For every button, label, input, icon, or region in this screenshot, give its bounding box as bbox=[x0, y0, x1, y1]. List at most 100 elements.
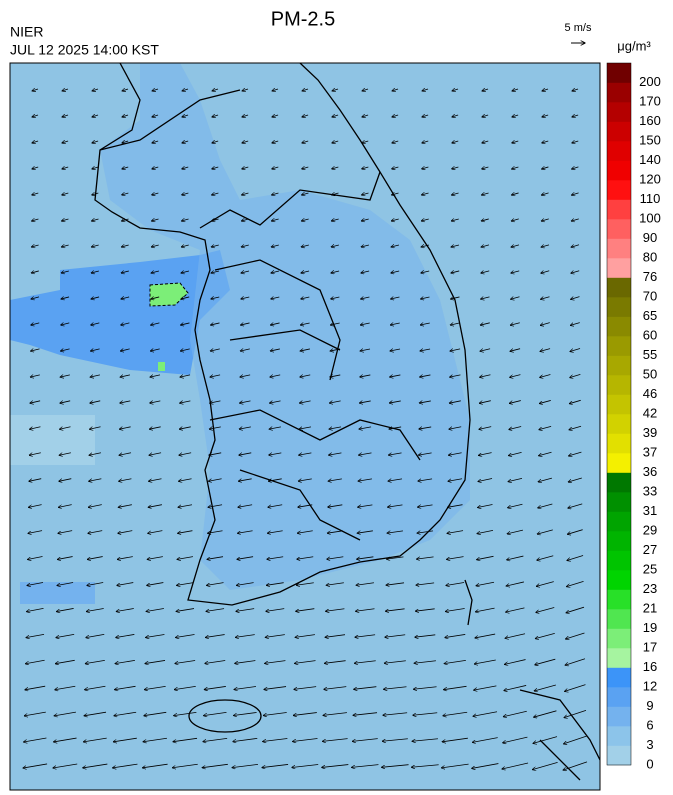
wind-arrow bbox=[452, 115, 459, 117]
wind-arrow bbox=[482, 167, 489, 169]
wind-arrow bbox=[239, 452, 252, 455]
colorbar-label: 110 bbox=[640, 191, 661, 206]
wind-arrow bbox=[480, 323, 490, 325]
colorbar-cell bbox=[607, 589, 631, 610]
wind-arrow bbox=[474, 659, 496, 664]
wind-arrow bbox=[121, 245, 129, 247]
wind-arrow bbox=[177, 556, 193, 560]
wind-arrow bbox=[28, 504, 42, 508]
wind-arrow bbox=[113, 737, 137, 742]
wind-arrow bbox=[566, 606, 585, 613]
wind-arrow bbox=[31, 245, 39, 247]
wind-arrow bbox=[509, 426, 522, 429]
wind-arrow bbox=[448, 478, 463, 482]
wind-arrow bbox=[384, 660, 406, 663]
wind-arrow bbox=[326, 582, 344, 585]
wind-arrow bbox=[182, 115, 189, 117]
wind-arrow bbox=[92, 141, 99, 143]
wind-arrow bbox=[386, 582, 405, 585]
wind-arrow bbox=[144, 711, 167, 715]
wind-arrow bbox=[25, 659, 45, 663]
wind-arrow bbox=[391, 297, 400, 299]
wind-arrow bbox=[481, 271, 490, 273]
wind-arrow bbox=[302, 115, 309, 117]
wind-arrow bbox=[445, 634, 466, 637]
colorbar-cell bbox=[607, 297, 631, 317]
colorbar-label: 16 bbox=[643, 659, 657, 674]
wind-arrow bbox=[149, 426, 161, 429]
wind-arrow bbox=[62, 193, 69, 195]
wind-arrow bbox=[270, 323, 280, 325]
wind-arrow bbox=[181, 323, 190, 325]
wind-arrow bbox=[421, 297, 430, 299]
wind-arrow bbox=[89, 452, 102, 455]
wind-arrow bbox=[90, 349, 100, 351]
wind-arrow bbox=[414, 660, 436, 663]
wind-arrow bbox=[116, 634, 135, 637]
colorbar-cell bbox=[607, 219, 631, 239]
wind-arrow bbox=[422, 167, 429, 169]
colorbar-cell bbox=[607, 394, 631, 415]
wind-arrow bbox=[472, 763, 499, 769]
wind-arrow bbox=[538, 503, 553, 508]
wind-arrow bbox=[272, 167, 279, 169]
colorbar-cell bbox=[607, 687, 631, 707]
wind-arrow bbox=[268, 478, 282, 481]
wind-arrow bbox=[182, 89, 189, 91]
wind-arrow bbox=[292, 764, 319, 767]
wind-arrow bbox=[353, 712, 378, 716]
wind-arrow bbox=[32, 141, 39, 143]
colorbar-label: 9 bbox=[646, 698, 653, 713]
wind-arrow bbox=[361, 193, 369, 195]
colorbar-label: 100 bbox=[639, 210, 661, 225]
wind-arrow bbox=[416, 556, 434, 559]
wind-arrow bbox=[441, 763, 469, 768]
wind-arrow bbox=[178, 530, 193, 534]
wind-arrow bbox=[512, 167, 519, 169]
wind-arrow bbox=[481, 245, 490, 247]
wind-arrow bbox=[265, 634, 285, 638]
wind-arrow bbox=[89, 426, 101, 429]
wind-arrow bbox=[331, 297, 340, 299]
wind-arrow bbox=[204, 712, 227, 715]
wind-arrow bbox=[391, 245, 400, 247]
wind-arrow bbox=[384, 686, 407, 689]
wind-arrow bbox=[569, 399, 581, 403]
wind-arrow bbox=[117, 582, 134, 586]
wind-arrow bbox=[209, 426, 221, 429]
wind-arrow bbox=[324, 660, 346, 664]
wind-arrow bbox=[572, 89, 579, 91]
colorbar-label: 27 bbox=[643, 542, 657, 557]
wind-arrow bbox=[451, 193, 459, 195]
wind-arrow bbox=[300, 323, 310, 325]
colorbar-label: 46 bbox=[643, 386, 657, 401]
wind-arrow bbox=[388, 452, 402, 455]
wind-arrow bbox=[57, 582, 74, 585]
wind-arrow bbox=[388, 478, 403, 481]
wind-arrow bbox=[121, 297, 130, 299]
wind-arrow bbox=[119, 478, 132, 482]
land-concentration bbox=[100, 63, 470, 590]
wind-arrow bbox=[385, 634, 406, 637]
wind-arrow bbox=[362, 167, 369, 169]
wind-arrow bbox=[446, 582, 465, 586]
wind-arrow bbox=[32, 89, 39, 91]
wind-arrow bbox=[449, 426, 462, 429]
wind-arrow bbox=[59, 452, 71, 456]
wind-arrow bbox=[569, 425, 582, 430]
wind-arrow bbox=[143, 737, 167, 742]
wind-arrow bbox=[144, 685, 166, 689]
wind-arrow bbox=[212, 141, 219, 143]
wind-arrow bbox=[211, 245, 219, 247]
colorbar-cell bbox=[607, 628, 631, 649]
wind-arrow bbox=[182, 193, 189, 195]
wind-arrow bbox=[56, 608, 74, 611]
wind-arrow bbox=[146, 634, 165, 637]
wind-arrow bbox=[118, 504, 132, 508]
wind-arrow bbox=[271, 219, 279, 221]
wind-arrow bbox=[298, 504, 313, 507]
wind-arrow bbox=[359, 452, 372, 455]
wind-arrow bbox=[178, 504, 193, 508]
wind-arrow bbox=[508, 503, 523, 507]
